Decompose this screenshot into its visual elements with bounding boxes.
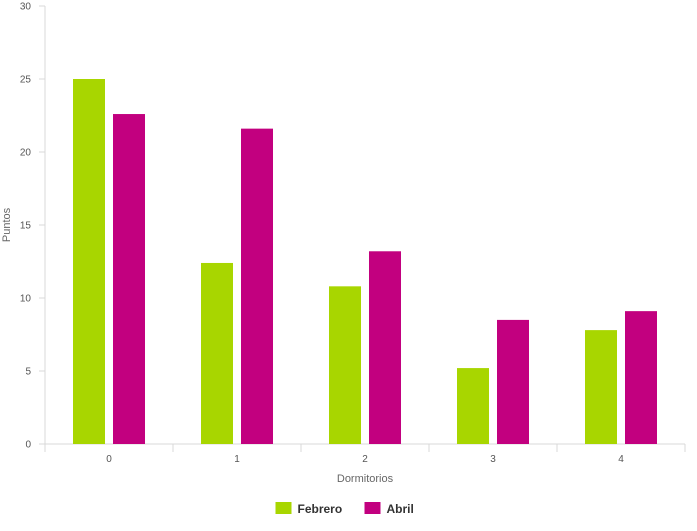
bar-febrero-0[interactable]: [73, 79, 105, 444]
x-tick-label: 1: [234, 454, 240, 465]
y-tick-label: 5: [25, 367, 31, 378]
x-tick-label: 0: [106, 454, 112, 465]
bar-febrero-3[interactable]: [457, 368, 489, 444]
legend-swatch: [275, 502, 292, 514]
x-tick-label: 4: [618, 454, 624, 465]
y-axis-title: Puntos: [1, 207, 13, 242]
y-tick-label: 15: [20, 221, 32, 232]
bar-febrero-1[interactable]: [201, 262, 233, 444]
bars-group: [73, 79, 657, 444]
x-tick-label: 2: [362, 454, 368, 465]
bar-abril-3[interactable]: [497, 319, 529, 444]
legend-label: Abril: [387, 502, 414, 516]
legend-item-abril[interactable]: Abril: [364, 502, 414, 516]
legend-label: Febrero: [298, 502, 343, 516]
x-tick-label: 3: [490, 454, 496, 465]
x-axis-title: Dormitorios: [337, 473, 394, 485]
legend-item-febrero[interactable]: Febrero: [275, 502, 343, 516]
y-tick-label: 0: [25, 440, 31, 451]
bar-abril-0[interactable]: [113, 114, 145, 444]
legend-swatch: [364, 502, 381, 514]
y-tick-label: 10: [20, 294, 32, 305]
x-axis: 0 1 2 3 4: [44, 443, 686, 465]
y-axis: 0 5 10 15 20 25 30: [20, 2, 46, 451]
bar-abril-4[interactable]: [625, 311, 657, 444]
y-tick-label: 25: [20, 75, 32, 86]
bar-abril-2[interactable]: [369, 251, 401, 444]
bar-febrero-2[interactable]: [329, 286, 361, 444]
bar-febrero-4[interactable]: [585, 330, 617, 444]
y-tick-label: 20: [20, 148, 32, 159]
y-tick-label: 30: [20, 2, 32, 13]
bar-abril-1[interactable]: [241, 128, 273, 444]
legend: Febrero Abril: [275, 502, 414, 516]
